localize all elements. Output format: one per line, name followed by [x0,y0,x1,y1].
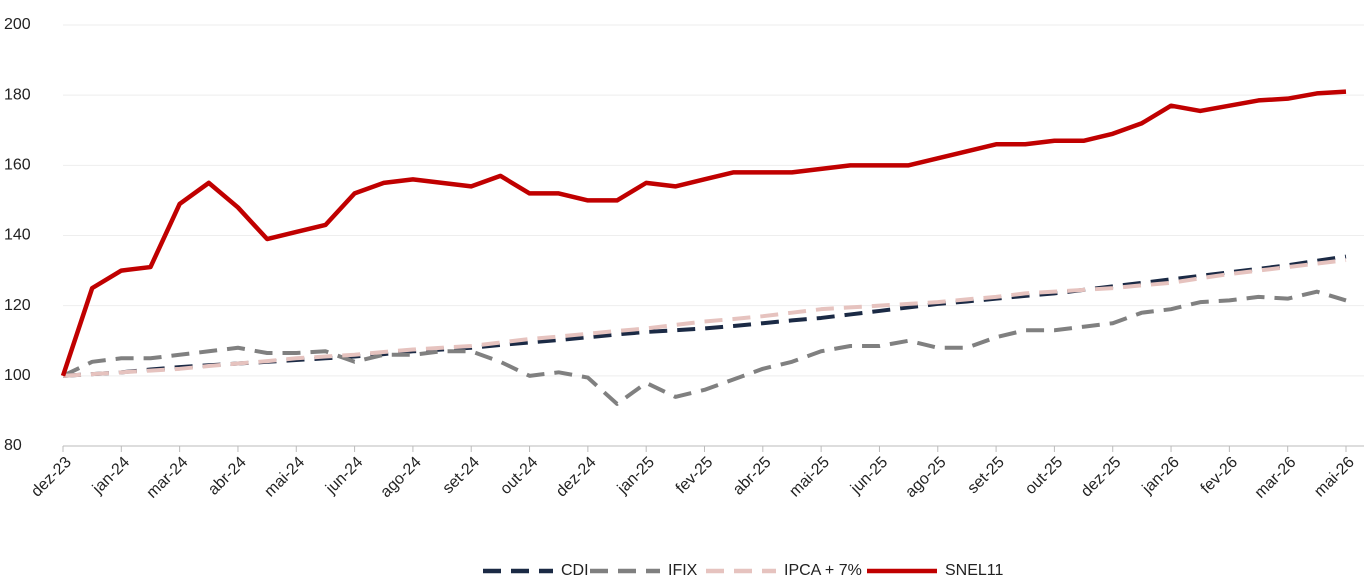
y-tick-label: 180 [4,86,31,103]
x-tick-label: dez-25 [1078,454,1125,501]
y-tick-label: 140 [4,227,31,244]
x-tick-label: jan-26 [1139,454,1183,498]
y-tick-label: 160 [4,157,31,174]
x-tick-label: jun-24 [322,454,366,498]
y-tick-label: 100 [4,367,31,384]
x-tick-label: jan-24 [89,454,133,498]
x-tick-label: mai-26 [1311,454,1358,501]
x-tick-label: mar-26 [1252,454,1300,502]
series-line [62,289,1347,406]
y-tick-label: 120 [4,297,31,314]
x-tick-label: fev-26 [1198,454,1242,498]
x-tick-label: mar-24 [144,454,192,502]
x-tick-label: ago-25 [902,454,949,501]
legend-label: CDI [561,562,589,579]
series-line [62,258,1347,378]
legend-label: SNEL11 [945,562,1004,579]
x-tick-label: dez-24 [553,454,600,501]
x-tick-label: set-24 [440,454,484,498]
x-tick-label: abr-25 [730,454,775,499]
x-tick-label: ago-24 [377,454,424,501]
x-tick-label: mai-25 [786,454,833,501]
x-tick-label: dez-23 [28,454,75,501]
y-tick-label: 200 [4,16,31,33]
legend-label: IPCA + 7% [784,562,862,579]
x-tick-label: out-25 [1022,454,1066,498]
x-tick-label: jan-25 [614,454,658,498]
x-tick-label: out-24 [497,454,541,498]
x-tick-label: jun-25 [847,454,891,498]
x-tick-label: abr-24 [205,454,250,499]
y-tick-label: 80 [4,437,22,454]
x-tick-label: mai-24 [261,454,308,501]
legend-label: IFIX [668,562,698,579]
series-line [60,89,1347,377]
x-tick-label: set-25 [964,454,1008,498]
series-line [62,254,1347,378]
x-tick-label: fev-25 [673,454,717,498]
